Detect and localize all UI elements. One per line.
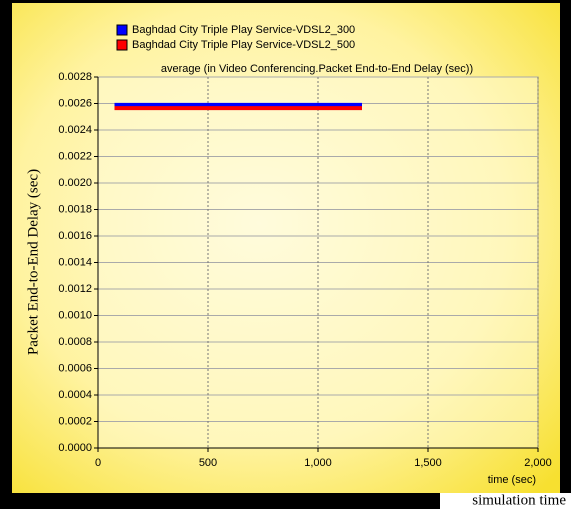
y-tick-label: 0.0002 — [58, 415, 92, 427]
legend-label: Baghdad City Triple Play Service-VDSL2_3… — [132, 24, 355, 36]
y-tick-label: 0.0012 — [58, 283, 92, 295]
footer-box — [440, 493, 571, 509]
y-tick-label: 0.0010 — [58, 309, 92, 321]
y-tick-label: 0.0000 — [58, 442, 92, 454]
x-tick-label: 1,000 — [304, 457, 332, 469]
legend-swatch — [116, 24, 128, 36]
y-axis-label: Packet End-to-End Delay (sec) — [25, 169, 41, 355]
y-tick-label: 0.0024 — [58, 124, 92, 136]
y-tick-label: 0.0020 — [58, 177, 92, 189]
y-tick-label: 0.0014 — [58, 256, 92, 268]
y-tick-label: 0.0008 — [58, 336, 92, 348]
y-tick-label: 0.0022 — [58, 150, 92, 162]
y-tick-label: 0.0028 — [58, 71, 92, 83]
x-tick-label: 500 — [199, 457, 217, 469]
legend-label: Baghdad City Triple Play Service-VDSL2_5… — [132, 39, 355, 51]
y-tick-label: 0.0026 — [58, 97, 92, 109]
y-tick-label: 0.0018 — [58, 203, 92, 215]
x-tick-label: 2,000 — [524, 457, 552, 469]
footer: simulation time — [472, 492, 566, 508]
x-tick-label: 1,500 — [414, 457, 442, 469]
x-axis-label: time (sec) — [488, 474, 536, 486]
legend-swatch — [116, 39, 128, 51]
y-tick-label: 0.0016 — [58, 230, 92, 242]
y-tick-label: 0.0004 — [58, 389, 92, 401]
chart-title: average (in Video Conferencing.Packet En… — [161, 63, 473, 75]
y-tick-label: 0.0006 — [58, 362, 92, 374]
x-tick-label: 0 — [95, 457, 101, 469]
